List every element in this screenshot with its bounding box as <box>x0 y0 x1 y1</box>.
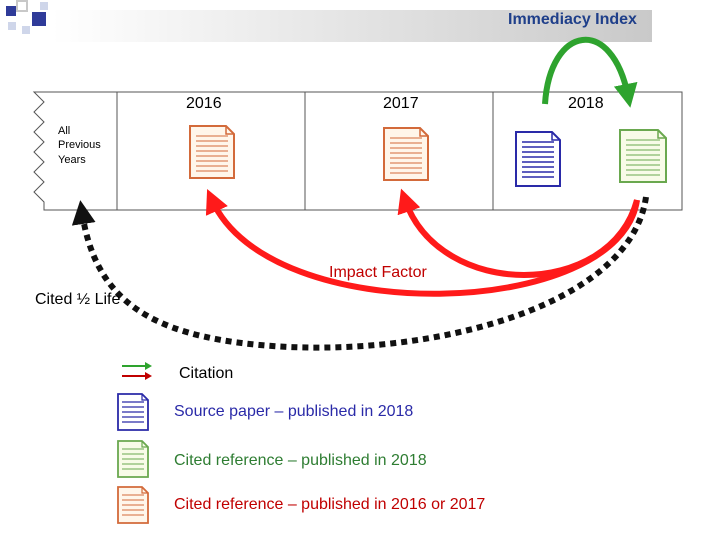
year-label-2018: 2018 <box>568 95 604 112</box>
impact-factor-arrow-2017 <box>397 188 640 278</box>
header-title: Immediacy Index <box>508 11 637 28</box>
legend-cited-2016-2017-document-icon <box>117 486 149 524</box>
immediacy-arrow <box>542 36 638 108</box>
cited-half-life-arrow <box>71 196 649 351</box>
legend-cited-2016-2017-label: Cited reference – published in 2016 or 2… <box>174 496 486 513</box>
header-bar <box>52 10 652 42</box>
legend-source-paper-label: Source paper – published in 2018 <box>174 403 414 420</box>
legend-citation-label: Citation <box>179 365 234 382</box>
document-icon-cited-2018 <box>619 129 667 183</box>
document-icon-2017 <box>383 127 429 181</box>
year-label-2017: 2017 <box>383 95 419 112</box>
legend-cited-2018-label: Cited reference – published in 2018 <box>174 452 427 469</box>
legend-cited-2018-document-icon <box>117 440 149 478</box>
all-previous-years-label: All Previous Years <box>58 125 101 166</box>
document-icon-2016 <box>189 125 235 179</box>
cited-half-life-label: Cited ½ Life <box>35 291 121 308</box>
citation-arrow-icon <box>122 362 152 380</box>
year-label-2016: 2016 <box>186 95 222 112</box>
impact-factor-label: Impact Factor <box>329 264 427 281</box>
legend-source-document-icon <box>117 393 149 431</box>
document-icon-source-2018 <box>515 131 561 187</box>
